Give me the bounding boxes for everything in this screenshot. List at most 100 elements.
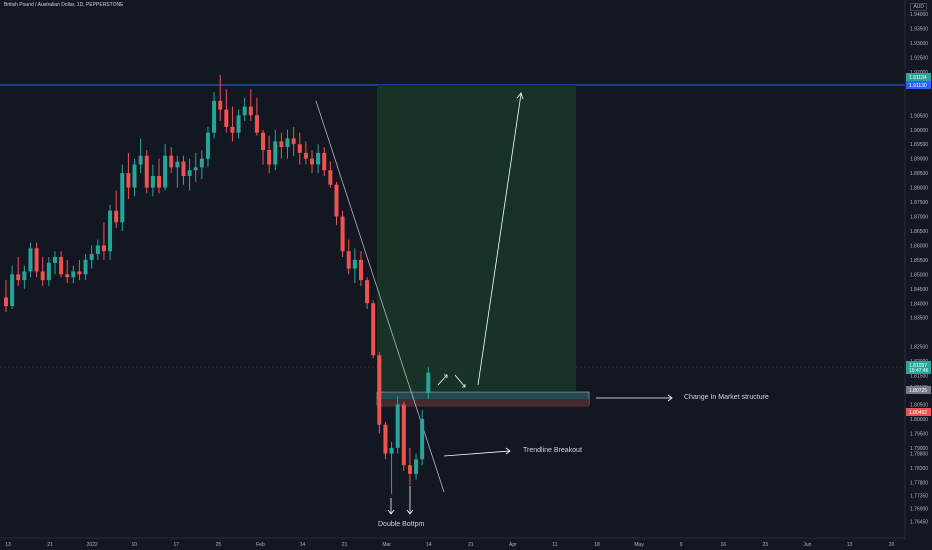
candle-body[interactable] — [377, 355, 382, 425]
candle-body[interactable] — [420, 418, 425, 460]
candle-body[interactable] — [279, 141, 284, 148]
candle-body[interactable] — [303, 152, 308, 159]
candle-body[interactable] — [267, 150, 272, 165]
label-trendline-breakout: Trendline Breakout — [523, 447, 582, 454]
candle-body[interactable] — [4, 297, 8, 307]
candle-body[interactable] — [426, 372, 431, 393]
candle-body[interactable] — [77, 271, 82, 275]
time-tick-label: 21 — [342, 542, 348, 548]
candle-body[interactable] — [310, 158, 314, 165]
candle-body[interactable] — [34, 248, 39, 272]
candle-body[interactable] — [273, 141, 278, 165]
stop-zone[interactable] — [377, 399, 589, 407]
time-tick-label: 23 — [763, 542, 769, 548]
candle-body[interactable] — [126, 173, 131, 188]
candle-body[interactable] — [346, 251, 351, 269]
candle-body[interactable] — [407, 465, 412, 474]
candle-body[interactable] — [46, 262, 51, 281]
candle-body[interactable] — [120, 173, 125, 223]
time-axis[interactable]: 13 21 2022 10 17 25 Feb 14 21 Mar 14 21 Apr 11 18 May 9 1… — [5, 542, 894, 548]
candle-body[interactable] — [389, 447, 394, 454]
time-tick-label: 13 — [5, 542, 11, 548]
candle-body[interactable] — [205, 132, 210, 159]
candle-body[interactable] — [261, 132, 266, 151]
candle-body[interactable] — [328, 170, 333, 185]
price-tick-label: 1.93500 — [910, 27, 928, 33]
candle-body[interactable] — [254, 115, 259, 133]
candle-body[interactable] — [230, 126, 235, 133]
candle-body[interactable] — [132, 164, 137, 188]
candle-body[interactable] — [101, 245, 106, 252]
candle-body[interactable] — [395, 404, 400, 448]
candle-body[interactable] — [383, 424, 388, 454]
candle-body[interactable] — [340, 216, 345, 252]
candle-body[interactable] — [322, 152, 327, 171]
candle-body[interactable] — [285, 138, 290, 148]
candle-body[interactable] — [28, 248, 33, 272]
candle-body[interactable] — [365, 280, 370, 304]
price-tick-label: 1.86500 — [910, 229, 928, 235]
candle-body[interactable] — [371, 303, 376, 356]
candle-body[interactable] — [193, 167, 198, 171]
candle-body[interactable] — [40, 271, 45, 281]
candle-body[interactable] — [218, 100, 223, 110]
candle-body[interactable] — [401, 404, 406, 466]
candle-body[interactable] — [352, 259, 357, 269]
candle-body[interactable] — [169, 155, 174, 168]
price-tick-label: 1.76900 — [910, 507, 928, 513]
candle-body[interactable] — [181, 161, 186, 177]
candle-body[interactable] — [65, 274, 70, 278]
candle-body[interactable] — [316, 152, 321, 165]
candles-group — [4, 74, 431, 495]
candle-body[interactable] — [114, 210, 119, 223]
candle-body[interactable] — [414, 459, 419, 474]
candle-body[interactable] — [150, 176, 155, 188]
candle-body[interactable] — [242, 106, 247, 116]
candle-body[interactable] — [224, 109, 229, 127]
candle-body[interactable] — [144, 155, 149, 188]
time-tick-label: 20 — [889, 542, 895, 548]
candle-body[interactable] — [157, 176, 161, 188]
candle-body[interactable] — [212, 100, 217, 133]
price-tick-label: 1.80500 — [910, 402, 928, 408]
price-tick-label: 1.93000 — [910, 41, 928, 47]
candle-body[interactable] — [52, 256, 57, 263]
price-tag-countdown: 19:47:46 — [909, 368, 929, 374]
candle-body[interactable] — [22, 271, 27, 281]
price-tick-label: 1.81500 — [910, 374, 928, 380]
candle-body[interactable] — [163, 155, 168, 188]
candle-body[interactable] — [248, 106, 253, 116]
price-tick-label: 1.85500 — [910, 258, 928, 264]
candle-body[interactable] — [236, 115, 241, 133]
candle-body[interactable] — [138, 155, 143, 165]
candle-body[interactable] — [89, 254, 94, 260]
candle-body[interactable] — [108, 210, 113, 252]
price-tick-label: 1.92500 — [910, 55, 928, 61]
candle-body[interactable] — [83, 259, 88, 275]
price-tick-label: 1.87000 — [910, 215, 928, 221]
time-tick-label: 14 — [300, 542, 306, 548]
candle-body[interactable] — [187, 170, 192, 177]
currency-selector[interactable]: AUD — [910, 3, 927, 11]
time-tick-label: 16 — [720, 542, 726, 548]
profit-zone[interactable] — [377, 85, 576, 391]
candle-body[interactable] — [71, 271, 76, 278]
projection-arrows[interactable] — [387, 92, 673, 515]
price-tag-mid-text: 1.80725 — [909, 388, 927, 394]
candle-body[interactable] — [297, 144, 302, 153]
time-tick-label: 13 — [847, 542, 853, 548]
candle-body[interactable] — [199, 158, 204, 168]
candle-body[interactable] — [59, 256, 64, 275]
candle-body[interactable] — [16, 274, 21, 281]
candle-body[interactable] — [95, 245, 100, 255]
candle-body[interactable] — [291, 138, 296, 145]
candle-body[interactable] — [175, 161, 180, 168]
price-tick-label: 1.89000 — [910, 157, 928, 163]
price-tick-label: 1.78300 — [910, 466, 928, 472]
candle-body[interactable] — [10, 274, 15, 307]
price-axis[interactable]: 1.940001.935001.930001.925001.920001.915… — [910, 12, 928, 525]
candle-body[interactable] — [358, 259, 363, 281]
price-tag-top-text: 1.91134 — [909, 75, 927, 81]
candle-body[interactable] — [334, 184, 339, 217]
